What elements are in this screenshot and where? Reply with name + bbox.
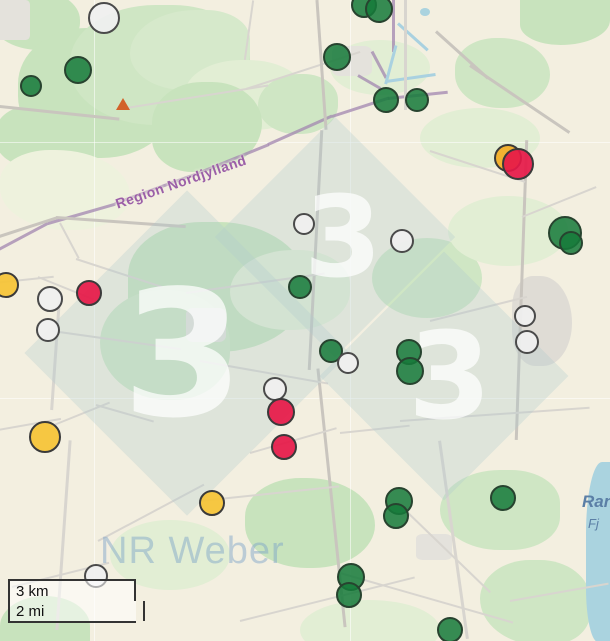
map-marker-grey[interactable] <box>88 2 120 34</box>
map-marker-red[interactable] <box>271 434 297 460</box>
tile-seam <box>0 142 610 143</box>
map-marker-green[interactable] <box>365 0 393 23</box>
landcover-residential <box>186 308 226 342</box>
map-marker-green[interactable] <box>323 43 351 71</box>
map-marker-green[interactable] <box>20 75 42 97</box>
map-marker-green[interactable] <box>336 582 362 608</box>
landcover-forest <box>520 0 610 45</box>
map-marker-green[interactable] <box>405 88 429 112</box>
map-marker-grey[interactable] <box>514 305 536 327</box>
map-marker-grey[interactable] <box>37 286 63 312</box>
region-boundary <box>392 0 395 52</box>
map-marker-red[interactable] <box>76 280 102 306</box>
map-marker-yellow[interactable] <box>29 421 61 453</box>
tile-seam <box>0 398 610 399</box>
map-marker-green[interactable] <box>437 617 463 641</box>
map-marker-yellow[interactable] <box>0 272 19 298</box>
map-marker-green[interactable] <box>64 56 92 84</box>
landcover-meadow <box>110 520 230 590</box>
map-marker-green[interactable] <box>559 231 583 255</box>
map-marker-grey[interactable] <box>337 352 359 374</box>
map-marker-grey[interactable] <box>390 229 414 253</box>
landcover-forest <box>245 478 375 568</box>
scale-mi-row: 2 mi <box>8 601 145 623</box>
peak-triangle-icon <box>116 98 130 110</box>
landcover-forest <box>152 82 262 172</box>
water-pond <box>420 8 430 16</box>
road <box>404 0 407 110</box>
scale-bar: 3 km 2 mi <box>8 579 145 623</box>
map-marker-green[interactable] <box>373 87 399 113</box>
map-marker-grey[interactable] <box>515 330 539 354</box>
scale-mi-tick <box>143 601 145 621</box>
map-marker-grey[interactable] <box>36 318 60 342</box>
map-marker-yellow[interactable] <box>199 490 225 516</box>
landcover-forest <box>455 38 550 108</box>
landcover-meadow <box>300 600 440 641</box>
map-marker-red[interactable] <box>502 148 534 180</box>
map-marker-green[interactable] <box>396 357 424 385</box>
landcover-forest <box>480 560 590 641</box>
map-marker-green[interactable] <box>383 503 409 529</box>
water-body <box>586 462 610 641</box>
tile-seam <box>350 0 351 641</box>
scale-km-row: 3 km <box>8 579 136 601</box>
map-marker-green[interactable] <box>490 485 516 511</box>
tile-seam <box>94 0 95 641</box>
map-marker-red[interactable] <box>267 398 295 426</box>
map-marker-green[interactable] <box>288 275 312 299</box>
map-marker-grey[interactable] <box>293 213 315 235</box>
scale-mi-label: 2 mi <box>16 603 45 620</box>
scale-km-label: 3 km <box>16 583 49 600</box>
landcover-residential <box>0 0 30 40</box>
